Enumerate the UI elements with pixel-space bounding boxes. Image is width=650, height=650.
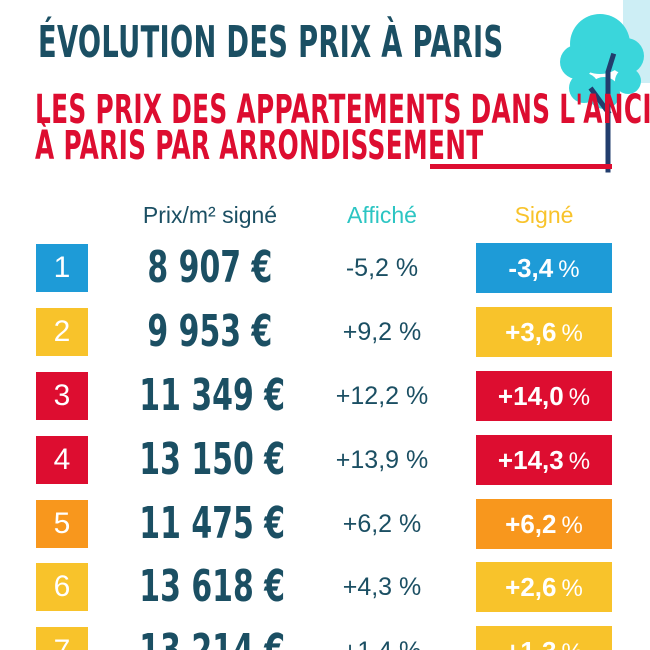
signed-change-unit: % — [561, 575, 583, 602]
price-value: 11 349 € — [139, 370, 286, 421]
signed-change-badge: +2,6% — [476, 562, 612, 612]
column-header-signed: Signé — [514, 202, 574, 228]
asking-change-value: +9,2 % — [342, 318, 422, 346]
signed-change-value: +14,3 — [497, 445, 564, 475]
signed-change-unit: % — [561, 512, 583, 539]
signed-change-badge: +3,6% — [476, 307, 612, 357]
asking-change-value: +12,2 % — [335, 382, 429, 410]
table-row: 7 13 214 € +1,4 % +1,3% — [0, 626, 650, 650]
signed-change-value: +2,6 — [505, 572, 557, 602]
signed-change-badge: +14,0% — [476, 371, 612, 421]
price-value: 11 475 € — [139, 498, 286, 549]
table-row: 5 11 475 € +6,2 % +6,2% — [0, 499, 650, 551]
price-value: 13 150 € — [139, 434, 286, 485]
signed-change-unit: % — [568, 384, 591, 411]
page-subtitle-line2: À PARIS PAR ARRONDISSEMENT — [35, 123, 484, 169]
signed-change-unit: % — [561, 320, 583, 347]
asking-change-value: +13,9 % — [335, 446, 429, 474]
signed-change-value: +1,3 — [505, 636, 556, 650]
asking-change-value: -5,2 % — [345, 254, 419, 282]
asking-change-value: +4,3 % — [342, 573, 422, 601]
table-row: 1 8 907 € -5,2 % -3,4% — [0, 243, 650, 295]
table-row: 4 13 150 € +13,9 % +14,3% — [0, 435, 650, 487]
signed-change-badge: -3,4% — [476, 243, 612, 293]
signed-change-value: +6,2 — [505, 509, 557, 539]
signed-change-unit: % — [561, 639, 582, 650]
signed-change-value: -3,4 — [508, 253, 554, 283]
page-subtitle: LES PRIX DES APPARTEMENTS DANS L'ANCIEN … — [35, 87, 650, 169]
price-value: 9 953 € — [147, 306, 273, 357]
price-value: 13 214 € — [105, 626, 315, 650]
arrondissement-badge: 3 — [36, 372, 88, 420]
tree-foliage — [560, 14, 644, 109]
signed-change-value: +3,6 — [505, 317, 557, 347]
tree-icon — [560, 0, 650, 173]
page-subtitle-line1: LES PRIX DES APPARTEMENTS DANS L'ANCIEN — [35, 87, 650, 133]
arrondissement-badge: 5 — [36, 500, 88, 548]
arrondissement-badge: 2 — [36, 308, 88, 356]
tree-trunk — [588, 52, 617, 173]
price-value: 13 618 € — [139, 561, 286, 612]
table-row: 6 13 618 € +4,3 % +2,6% — [0, 562, 650, 614]
subtitle-underline-decoration — [430, 164, 612, 169]
arrondissement-badge: 4 — [36, 436, 88, 484]
signed-change-badge: +1,3% — [476, 626, 612, 650]
asking-change-value: +1,4 % — [312, 626, 452, 650]
signed-change-unit: % — [568, 448, 591, 475]
signed-change-value: +14,0 — [497, 381, 564, 411]
signed-change-badge: +14,3% — [476, 435, 612, 485]
arrondissement-badge: 7 — [36, 627, 88, 650]
arrondissement-badge: 6 — [36, 563, 88, 611]
table-row: 2 9 953 € +9,2 % +3,6% — [0, 307, 650, 359]
table-column-headers: Prix/m² signé Affiché Signé — [0, 200, 650, 230]
column-header-price: Prix/m² signé — [142, 202, 278, 228]
asking-change-value: +6,2 % — [342, 510, 422, 538]
signed-change-unit: % — [558, 256, 580, 283]
signed-change-badge: +6,2% — [476, 499, 612, 549]
table-row: 3 11 349 € +12,2 % +14,0% — [0, 371, 650, 423]
price-value: 8 907 € — [147, 242, 273, 293]
arrondissement-badge: 1 — [36, 244, 88, 292]
column-header-asking: Affiché — [347, 202, 417, 228]
page-title: ÉVOLUTION DES PRIX À PARIS — [38, 17, 504, 68]
